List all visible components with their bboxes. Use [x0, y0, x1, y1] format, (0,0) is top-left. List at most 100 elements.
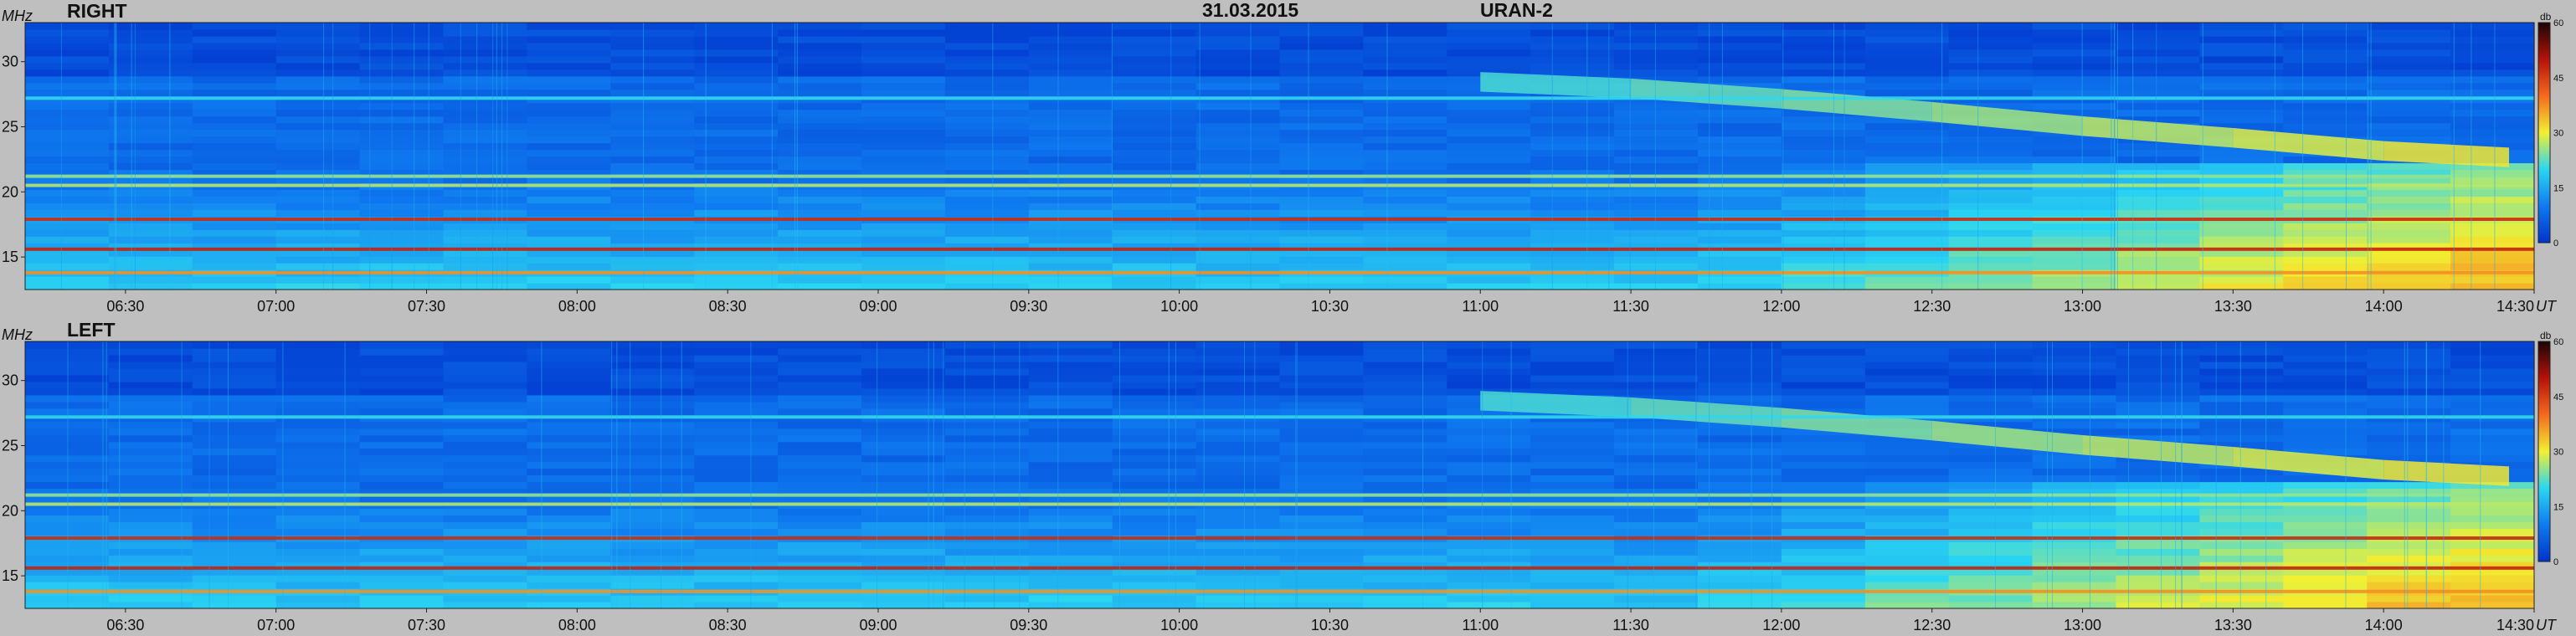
spectrum-cell — [2199, 428, 2284, 436]
spectrum-cell — [108, 122, 193, 131]
spectrum-cell — [1279, 142, 1364, 151]
spectrum-cell — [1112, 602, 1197, 609]
spectrum-cell — [1279, 602, 1364, 609]
spectrum-cell — [2032, 555, 2117, 562]
spectrum-cell — [2199, 243, 2284, 250]
spectrum-cell — [861, 249, 946, 257]
y-tick-label: 25 — [2, 437, 18, 454]
spectrum-cell — [1363, 209, 1447, 217]
spectrum-cell — [1447, 421, 1531, 429]
spectrum-cell — [1948, 229, 2034, 237]
spectrum-cell — [1363, 367, 1447, 376]
spectrum-cell — [1279, 474, 1364, 483]
spectrum-cell — [527, 129, 611, 137]
spectrum-cell — [1781, 488, 1866, 496]
spectrum-cell — [1112, 508, 1197, 515]
spectrum-cell — [1948, 421, 2034, 429]
spectrum-cell — [944, 387, 1030, 396]
spectrum-cell — [359, 474, 445, 483]
x-tick-label: 07:30 — [408, 617, 445, 633]
spectrum-cell — [694, 495, 779, 502]
spectrum-cell — [1028, 361, 1113, 369]
spectrum-cell — [1530, 236, 1615, 244]
spectrum-cell — [192, 381, 277, 389]
spectrum-cell — [861, 408, 946, 416]
spectrum-cell — [359, 575, 445, 582]
spectrum-cell — [944, 555, 1030, 562]
spectrum-cell — [861, 602, 946, 609]
spectrum-cell — [610, 176, 695, 183]
spectrum-cell — [1948, 263, 2034, 270]
spectrum-cell — [2199, 122, 2284, 131]
spectrum-cell — [359, 401, 445, 409]
spectrum-cell — [359, 495, 445, 502]
spectrum-cell — [944, 209, 1030, 217]
spectrum-cell — [861, 481, 946, 490]
spectrum-cell — [694, 169, 779, 177]
spectrum-cell — [1028, 575, 1113, 582]
spectrum-cell — [861, 361, 946, 369]
spectrum-cell — [2367, 176, 2451, 183]
spectrum-cell — [1363, 381, 1447, 389]
spectrum-cell — [778, 276, 862, 284]
spectrum-cell — [1948, 568, 2034, 576]
spectrum-cell — [610, 122, 695, 131]
spectrum-cell — [610, 82, 695, 90]
spectrum-cell — [275, 488, 361, 496]
spectrum-cell — [610, 421, 695, 429]
spectrum-cell — [359, 394, 445, 403]
spectrum-cell — [1530, 142, 1615, 151]
spectrum-cell — [108, 156, 193, 164]
spectrum-cell — [1279, 541, 1364, 549]
spectrum-cell — [861, 29, 946, 37]
spectrum-cell — [1530, 169, 1615, 177]
spectrum-cell — [2367, 381, 2451, 389]
spectrum-cell — [694, 421, 779, 429]
spectrum-cell — [527, 149, 611, 157]
spectrum-cell — [1530, 354, 1615, 362]
spectrum-cell — [694, 236, 779, 244]
spectrum-cell — [1614, 548, 1699, 556]
spectrum-cell — [1028, 374, 1113, 382]
x-tick-label: 07:00 — [257, 617, 295, 633]
spectrum-cell — [2199, 595, 2284, 603]
spectrum-cell — [1864, 595, 1950, 603]
spectrum-cell — [1195, 575, 1281, 582]
spectrum-cell — [694, 481, 779, 490]
spectrum-cell — [610, 156, 695, 164]
spectrum-cell — [1279, 401, 1364, 409]
spectrum-cell — [1363, 595, 1447, 603]
spectrum-cell — [778, 434, 862, 443]
drifting-burst-segment — [1480, 72, 1632, 99]
spectrum-cell — [944, 75, 1030, 84]
spectrum-cell — [1530, 176, 1615, 183]
spectrum-cell — [1112, 283, 1197, 290]
spectrum-cell — [1781, 428, 1866, 436]
spectrum-cell — [610, 495, 695, 502]
spectrum-cell — [1279, 468, 1364, 476]
spectrum-cell — [2283, 223, 2368, 230]
spectrum-cell — [2032, 75, 2117, 84]
spectrum-cell — [359, 562, 445, 569]
spectrum-cell — [1195, 555, 1281, 562]
spectrum-cell — [275, 568, 361, 576]
spectrum-cell — [2283, 367, 2368, 376]
spectrum-cell — [1948, 602, 2034, 609]
spectrum-cell — [1279, 568, 1364, 576]
spectrum-cell — [1948, 488, 2034, 496]
spectrum-cell — [2199, 548, 2284, 556]
spectrum-cell — [2283, 521, 2368, 529]
spectrum-cell — [1864, 176, 1950, 183]
x-tick-label: 06:30 — [106, 298, 144, 315]
spectrum-cell — [1112, 35, 1197, 44]
spectrum-cell — [1195, 454, 1281, 463]
spectrum-cell — [359, 481, 445, 490]
spectrum-cell — [108, 263, 193, 270]
spectrum-cell — [1112, 474, 1197, 483]
spectrum-cell — [1781, 441, 1866, 449]
spectrum-cell — [1864, 263, 1950, 270]
spectrum-cell — [944, 89, 1030, 97]
spectrum-cell — [1028, 82, 1113, 90]
spectrum-cell — [944, 82, 1030, 90]
